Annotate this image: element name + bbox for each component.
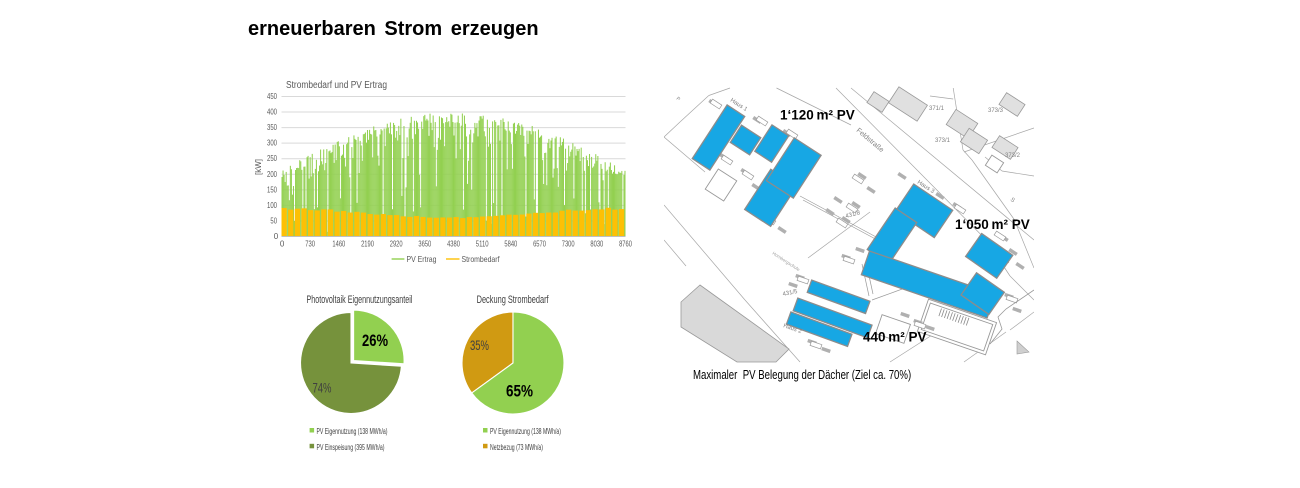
svg-text:50: 50	[270, 216, 277, 225]
svg-text:8760: 8760	[619, 240, 632, 249]
svg-text:2920: 2920	[390, 240, 403, 249]
svg-text:150: 150	[267, 185, 277, 194]
svg-text:400: 400	[267, 108, 277, 117]
svg-text:0: 0	[280, 240, 285, 249]
svg-text:Hornbergschule: Hornbergschule	[771, 251, 801, 273]
svg-text:3650: 3650	[418, 240, 431, 249]
svg-text:6570: 6570	[533, 240, 546, 249]
svg-text:450: 450	[267, 92, 277, 101]
svg-text:Strombedarf und PV Ertrag: Strombedarf und PV Ertrag	[286, 80, 387, 91]
svg-text:730: 730	[305, 240, 315, 249]
svg-text:PV Einspeisung (395 MWh/a): PV Einspeisung (395 MWh/a)	[317, 443, 385, 452]
svg-text:35%: 35%	[470, 337, 489, 353]
svg-text:Strombedarf: Strombedarf	[462, 254, 501, 264]
svg-text:350: 350	[267, 123, 277, 132]
svg-text:PV Eigennutzung (138 MWh/a): PV Eigennutzung (138 MWh/a)	[317, 427, 388, 436]
svg-text:250: 250	[267, 154, 277, 163]
svg-text:371/1: 371/1	[929, 106, 945, 112]
svg-text:100: 100	[267, 201, 277, 210]
svg-text:74%: 74%	[313, 380, 332, 396]
svg-text:300: 300	[267, 139, 277, 148]
svg-text:431/8: 431/8	[845, 210, 862, 220]
svg-text:373/3: 373/3	[988, 108, 1004, 114]
svg-text:373/1: 373/1	[935, 138, 951, 144]
svg-text:440 m² PV: 440 m² PV	[863, 330, 927, 345]
svg-text:0: 0	[274, 232, 279, 241]
svg-text:65%: 65%	[506, 382, 533, 401]
svg-text:PV Eigennutzung (138 MWh/a): PV Eigennutzung (138 MWh/a)	[490, 427, 561, 436]
svg-text:26%: 26%	[362, 331, 388, 350]
svg-text:4380: 4380	[447, 240, 460, 249]
svg-text:Netzbezug (73 MWh/a): Netzbezug (73 MWh/a)	[490, 443, 543, 452]
svg-text:Deckung Strombedarf: Deckung Strombedarf	[477, 294, 550, 306]
svg-text:7300: 7300	[562, 240, 575, 249]
svg-text:Photovoltaik Eigennutzungsante: Photovoltaik Eigennutzungsanteil	[307, 294, 413, 306]
svg-text:1460: 1460	[332, 240, 345, 249]
svg-text:P: P	[675, 96, 682, 103]
svg-text:2190: 2190	[361, 240, 374, 249]
svg-text:5840: 5840	[504, 240, 517, 249]
svg-text:PV Ertrag: PV Ertrag	[407, 254, 437, 264]
svg-text:373/2: 373/2	[1005, 153, 1021, 159]
svg-text:431/5: 431/5	[782, 289, 799, 298]
svg-text:1‘120 m² PV: 1‘120 m² PV	[780, 108, 855, 123]
svg-text:1‘050 m² PV: 1‘050 m² PV	[955, 217, 1030, 232]
svg-text:8030: 8030	[590, 240, 603, 249]
svg-text:5110: 5110	[476, 240, 489, 249]
svg-text:200: 200	[267, 170, 277, 179]
svg-text:S: S	[1009, 197, 1016, 204]
svg-text:Feldstraße: Feldstraße	[855, 127, 885, 154]
svg-text:[kW]: [kW]	[254, 159, 263, 175]
